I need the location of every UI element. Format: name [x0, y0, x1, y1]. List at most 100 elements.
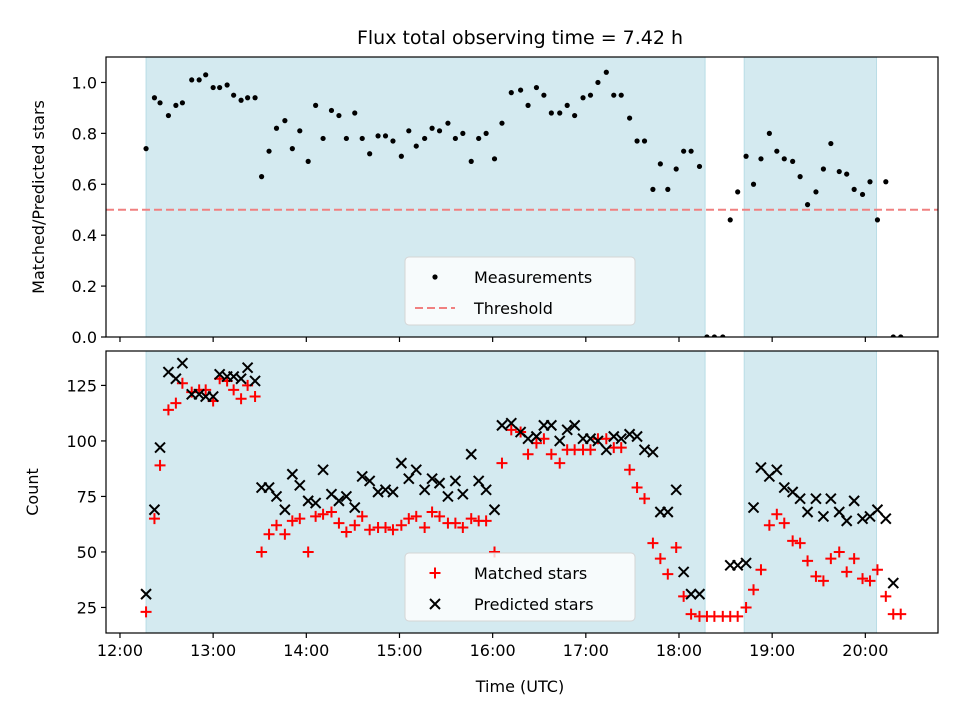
- data-point: [541, 92, 547, 98]
- data-point: [522, 433, 534, 445]
- data-point: [623, 428, 636, 440]
- data-point: [704, 334, 710, 337]
- data-point: [670, 484, 682, 496]
- data-point: [820, 166, 827, 172]
- axes-frame: [105, 56, 939, 338]
- data-point: [662, 568, 674, 580]
- data-point: [165, 112, 172, 119]
- data-point: [696, 163, 703, 170]
- data-point: [426, 506, 438, 518]
- data-point: [413, 143, 419, 149]
- data-point: [771, 464, 783, 476]
- data-point: [356, 510, 368, 522]
- data-point: [496, 457, 508, 469]
- data-point: [235, 373, 247, 385]
- data-point: [603, 69, 609, 75]
- data-point: [841, 566, 853, 578]
- data-point: [801, 506, 814, 518]
- data-point: [398, 153, 404, 159]
- data-point: [561, 424, 573, 436]
- data-point: [249, 375, 261, 387]
- data-point: [297, 128, 303, 134]
- data-point: [595, 79, 601, 86]
- data-point: [758, 156, 764, 162]
- data-point: [364, 524, 376, 536]
- data-point: [778, 517, 790, 529]
- data-point: [825, 553, 837, 565]
- y-tick-label: 100: [66, 432, 97, 451]
- data-point: [445, 120, 451, 126]
- x-tick-label: 20:00: [842, 641, 888, 660]
- data-point: [176, 377, 188, 389]
- data-point: [615, 433, 627, 445]
- data-point: [434, 510, 446, 522]
- data-point: [154, 441, 166, 454]
- data-point: [525, 102, 531, 108]
- data-point: [505, 417, 517, 429]
- data-point: [554, 457, 566, 469]
- data-point: [750, 181, 757, 187]
- data-point: [227, 370, 240, 383]
- data-point: [890, 334, 896, 337]
- data-point: [340, 526, 352, 538]
- data-point: [538, 433, 550, 445]
- data-point: [249, 391, 261, 403]
- y-tick-label: 1.0: [72, 73, 97, 92]
- data-point: [522, 448, 534, 460]
- legend-marker: [429, 567, 441, 579]
- x-tick-label: 16:00: [470, 641, 516, 660]
- data-point: [711, 334, 717, 337]
- data-point: [638, 444, 651, 456]
- series-measurements: [143, 69, 904, 337]
- y-tick-label: 0.6: [72, 175, 97, 194]
- data-point: [403, 513, 415, 525]
- data-point: [460, 130, 466, 136]
- data-point: [343, 135, 349, 142]
- y-tick-label: 25: [77, 598, 97, 617]
- data-point: [693, 588, 706, 600]
- data-point: [403, 472, 415, 485]
- data-point: [748, 584, 760, 596]
- legend-frame: [404, 256, 636, 326]
- data-point: [465, 513, 477, 525]
- data-point: [763, 519, 775, 531]
- x-tick-label: 13:00: [190, 641, 236, 660]
- data-point: [193, 388, 205, 401]
- data-point: [825, 492, 837, 505]
- chart-title: Flux total observing time = 7.42 h: [357, 27, 683, 49]
- data-point: [735, 189, 741, 195]
- data-point: [848, 553, 860, 565]
- data-point: [720, 334, 726, 337]
- data-point: [203, 72, 209, 78]
- data-point: [833, 546, 845, 558]
- legend-marker: [429, 598, 441, 610]
- data-point: [778, 481, 790, 494]
- data-point: [627, 115, 633, 121]
- data-point: [851, 186, 857, 192]
- data-point: [766, 130, 772, 136]
- data-point: [217, 84, 223, 91]
- data-point: [372, 486, 384, 498]
- legend-label: Matched stars: [474, 564, 587, 583]
- data-point: [787, 535, 799, 547]
- data-point: [333, 495, 345, 507]
- data-point: [468, 158, 474, 164]
- data-point: [179, 100, 185, 106]
- data-point: [859, 191, 866, 198]
- y-tick-label: 0.2: [72, 277, 97, 296]
- data-point: [508, 90, 514, 96]
- data-point: [836, 168, 842, 175]
- data-point: [352, 110, 358, 116]
- data-point: [554, 435, 566, 447]
- data-point: [305, 158, 311, 164]
- data-point: [363, 475, 376, 487]
- data-point: [309, 497, 322, 509]
- data-point: [771, 508, 783, 520]
- data-point: [170, 397, 182, 409]
- data-point: [256, 546, 268, 558]
- data-point: [476, 135, 482, 142]
- data-point: [207, 390, 219, 403]
- data-point: [349, 501, 361, 514]
- data-point: [231, 92, 237, 98]
- data-point: [310, 510, 322, 522]
